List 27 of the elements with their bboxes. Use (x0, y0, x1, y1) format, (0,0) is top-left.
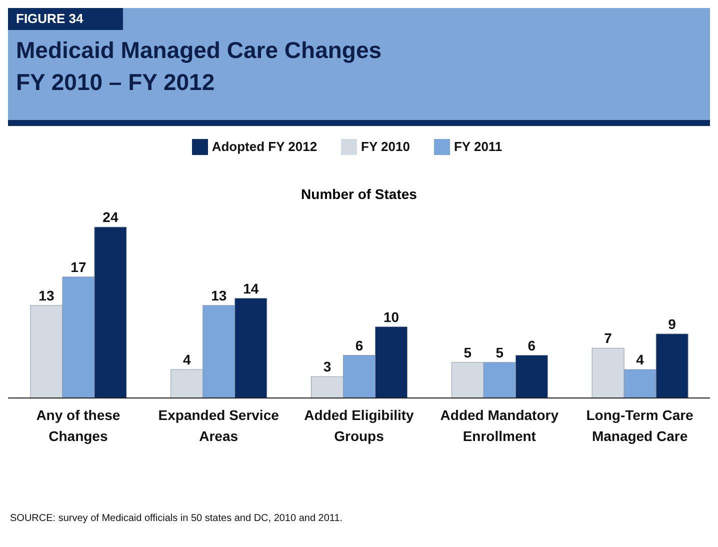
data-label: 10 (383, 308, 400, 325)
y-axis-title: Number of States (300, 186, 418, 202)
legend-label: FY 2010 (361, 139, 410, 154)
data-label: 24 (102, 209, 118, 226)
x-tick-label: Added Eligibility Groups (304, 407, 414, 444)
source-note: SOURCE: survey of Medicaid officials in 50 states and DC, 2010 and 2011. (10, 513, 343, 524)
chart-subtitle: FIGURE 34 (8, 8, 124, 30)
data-label: 14 (243, 280, 259, 296)
data-label: 5 (464, 344, 472, 360)
data-label: 17 (70, 258, 86, 275)
legend-label: FY 2011 (454, 139, 502, 154)
data-label: 6 (528, 337, 536, 354)
x-tick-label: Expanded Service Areas (158, 407, 280, 444)
data-label: 6 (355, 337, 364, 354)
data-label: 4 (636, 352, 644, 368)
x-tick-label: Added Mandatory Enrollment (440, 407, 559, 444)
data-label: 3 (323, 358, 332, 375)
data-label: 7 (604, 330, 612, 346)
data-label: 13 (211, 287, 227, 304)
data-label: 13 (38, 287, 54, 304)
legend-label: Adopted FY 2012 (212, 139, 318, 154)
x-tick-label: Any of these Changes (36, 407, 120, 444)
data-label: 9 (668, 316, 676, 332)
x-tick-label: Long-Term Care Managed Care (586, 407, 694, 444)
data-label: 4 (182, 352, 191, 368)
data-label: 5 (496, 344, 504, 360)
chart-title: Medicaid Managed Care Changes FY 2010 – FY 2012 (16, 36, 382, 97)
